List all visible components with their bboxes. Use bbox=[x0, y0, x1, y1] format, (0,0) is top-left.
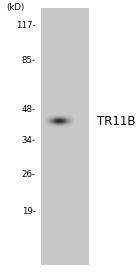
Text: 117-: 117- bbox=[16, 22, 36, 30]
Text: 34-: 34- bbox=[22, 136, 36, 145]
Text: (kD): (kD) bbox=[6, 3, 24, 12]
Text: 19-: 19- bbox=[22, 207, 36, 216]
Text: TR11B: TR11B bbox=[97, 115, 135, 128]
Bar bbox=[41, 8, 89, 265]
Text: 85-: 85- bbox=[22, 56, 36, 64]
Text: 26-: 26- bbox=[22, 170, 36, 179]
Text: 48-: 48- bbox=[22, 105, 36, 114]
